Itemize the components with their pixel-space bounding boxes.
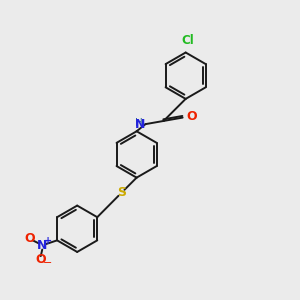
Text: +: + (44, 236, 52, 246)
Text: S: S (117, 186, 126, 199)
Text: O: O (35, 254, 46, 266)
Text: H: H (135, 118, 143, 128)
Text: N: N (37, 239, 47, 252)
Text: −: − (43, 258, 52, 268)
Text: O: O (186, 110, 197, 124)
Text: Cl: Cl (182, 34, 194, 47)
Text: O: O (24, 232, 35, 245)
Text: N: N (135, 118, 146, 130)
